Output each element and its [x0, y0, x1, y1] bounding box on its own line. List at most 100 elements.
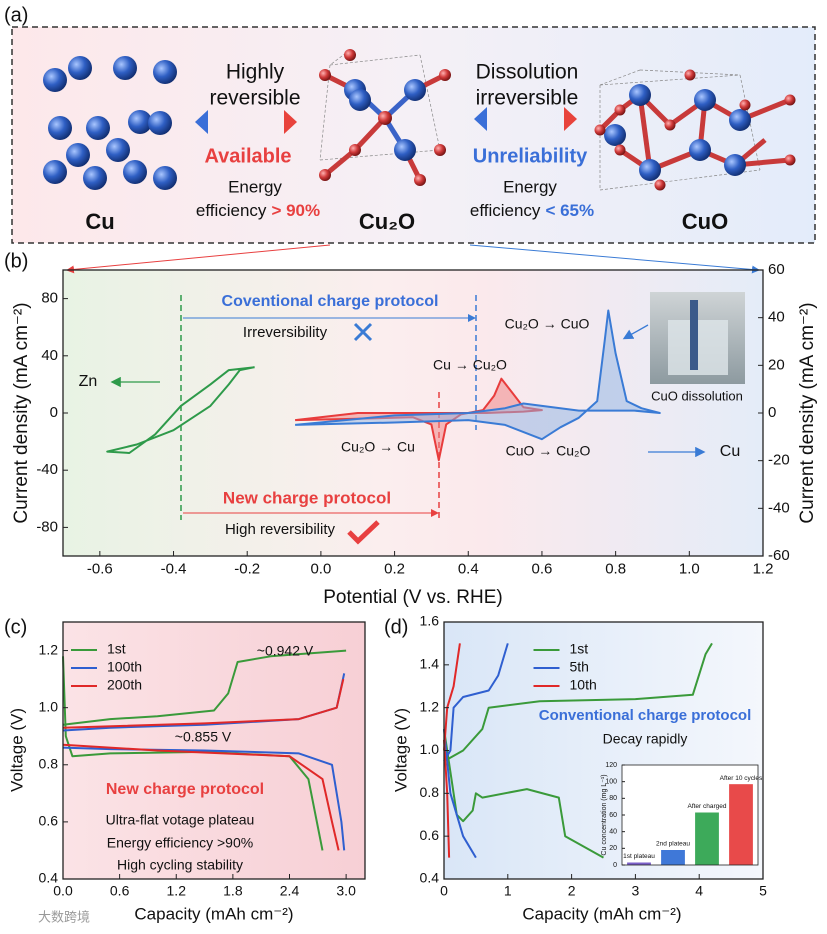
- x-tick-label: 3: [632, 882, 640, 898]
- legend-label: 5th: [570, 659, 589, 675]
- annotation: CuO dissolution: [651, 388, 743, 403]
- atom: [404, 79, 426, 101]
- bond: [323, 148, 357, 177]
- cell-edge: [599, 74, 741, 86]
- diagram-text: Dissolution: [476, 61, 579, 84]
- atom: [694, 89, 716, 111]
- atom: [784, 94, 796, 106]
- y-tick-label: 80: [609, 795, 617, 802]
- x-tick-label: 0.4: [458, 560, 479, 577]
- bar: [695, 812, 719, 865]
- annotation: Cu₂O → CuO: [505, 316, 590, 332]
- x-tick-label: 1.0: [679, 560, 700, 577]
- diagram-text: efficiency: [470, 201, 541, 220]
- y2-tick-label: -20: [768, 452, 790, 469]
- atom: [614, 104, 626, 116]
- atom: [629, 84, 651, 106]
- atom: [66, 143, 90, 167]
- atom: [123, 160, 147, 184]
- y-tick-label: 1.2: [420, 698, 440, 714]
- bar: [627, 862, 651, 865]
- panel-label: (d): [384, 616, 408, 638]
- diagram-text: irreversible: [476, 87, 579, 110]
- arrow-head: [474, 107, 487, 131]
- annotation: CuO → Cu₂O: [506, 443, 591, 459]
- photo-electrode: [690, 300, 698, 370]
- x-tick-label: 5: [759, 882, 767, 898]
- atom: [113, 56, 137, 80]
- y-tick-label: 0.4: [39, 870, 59, 886]
- x-tick-label: -0.4: [161, 560, 187, 577]
- data-line: [295, 309, 661, 441]
- atom: [639, 159, 661, 181]
- y-tick-label: 1.2: [39, 641, 59, 657]
- y-tick-label: 1.0: [420, 741, 440, 757]
- x-tick-label: 1.2: [167, 882, 187, 898]
- panel-label: (a): [4, 4, 28, 26]
- atom: [434, 144, 446, 156]
- x-tick-label: 1: [504, 882, 512, 898]
- legend-label: 1st: [570, 641, 589, 657]
- watermark: 大数跨境: [38, 909, 90, 924]
- atom: [106, 138, 130, 162]
- x-axis-label: Potential (V vs. RHE): [323, 587, 503, 608]
- atom: [349, 89, 371, 111]
- data-line: [443, 643, 509, 859]
- x-tick-label: 4: [695, 882, 703, 898]
- cell-edge: [599, 69, 641, 86]
- x-tick-label: 2.4: [280, 882, 300, 898]
- atom: [378, 111, 392, 125]
- cell-edge: [319, 64, 331, 161]
- y-axis-label: Voltage (V): [7, 708, 26, 792]
- x-tick-label: 2: [568, 882, 576, 898]
- annotation: Coventional charge protocol: [222, 293, 439, 310]
- diagram-status: Unreliability: [473, 145, 588, 167]
- atom: [654, 179, 666, 191]
- x-tick-label: 0.6: [532, 560, 553, 577]
- panel-label: (c): [4, 616, 27, 638]
- atom: [414, 174, 426, 186]
- annotation: Cu: [720, 443, 740, 460]
- diagram-status: Available: [204, 145, 291, 167]
- data-line: [443, 642, 713, 859]
- bar: [661, 850, 685, 865]
- legend-label: 10th: [570, 677, 597, 693]
- diagram-text: efficiency < 65%: [470, 201, 594, 220]
- y-axis-label: Current density (mA cm⁻²): [11, 302, 32, 523]
- atom: [784, 154, 796, 166]
- atom: [83, 166, 107, 190]
- x-tick-label: 1.2: [753, 560, 774, 577]
- cell-edge: [319, 149, 441, 161]
- data-line: [106, 366, 255, 454]
- atom: [729, 109, 751, 131]
- atom: [43, 68, 67, 92]
- atom: [349, 144, 361, 156]
- annotation-arrow: [622, 324, 649, 340]
- annotation: Zn: [79, 373, 98, 390]
- legend-label: 1st: [107, 641, 126, 657]
- atom: [394, 139, 416, 161]
- bar-category-label: 1st plateau: [623, 853, 655, 860]
- annotation: Cu₂O → Cu: [341, 439, 415, 455]
- annotation: ~0.855 V: [175, 729, 232, 745]
- annotation: Cu → Cu₂O: [433, 357, 507, 373]
- x-axis-label: Capacity (mAh cm⁻²): [522, 904, 681, 923]
- y-tick-label: 20: [609, 845, 617, 852]
- y2-tick-label: -60: [768, 547, 790, 564]
- annotation: Ultra-flat votage plateau: [106, 812, 255, 828]
- panel-a-box: [11, 26, 816, 244]
- diagram-value: < 65%: [545, 201, 594, 220]
- cell-edge: [329, 49, 351, 66]
- diagram-text: Energy: [228, 177, 282, 196]
- cell-edge: [599, 169, 761, 191]
- x-tick-label: 0.0: [53, 882, 73, 898]
- x-tick-label: 0: [440, 882, 448, 898]
- y-tick-label: 1.0: [39, 698, 59, 714]
- atom: [48, 116, 72, 140]
- annotation: Energy efficiency >90%: [107, 835, 253, 851]
- link-arrow: [66, 244, 331, 274]
- x-axis-label: Capacity (mAh cm⁻²): [134, 904, 293, 923]
- y-tick-label: 0.4: [420, 870, 440, 886]
- data-line: [62, 678, 345, 851]
